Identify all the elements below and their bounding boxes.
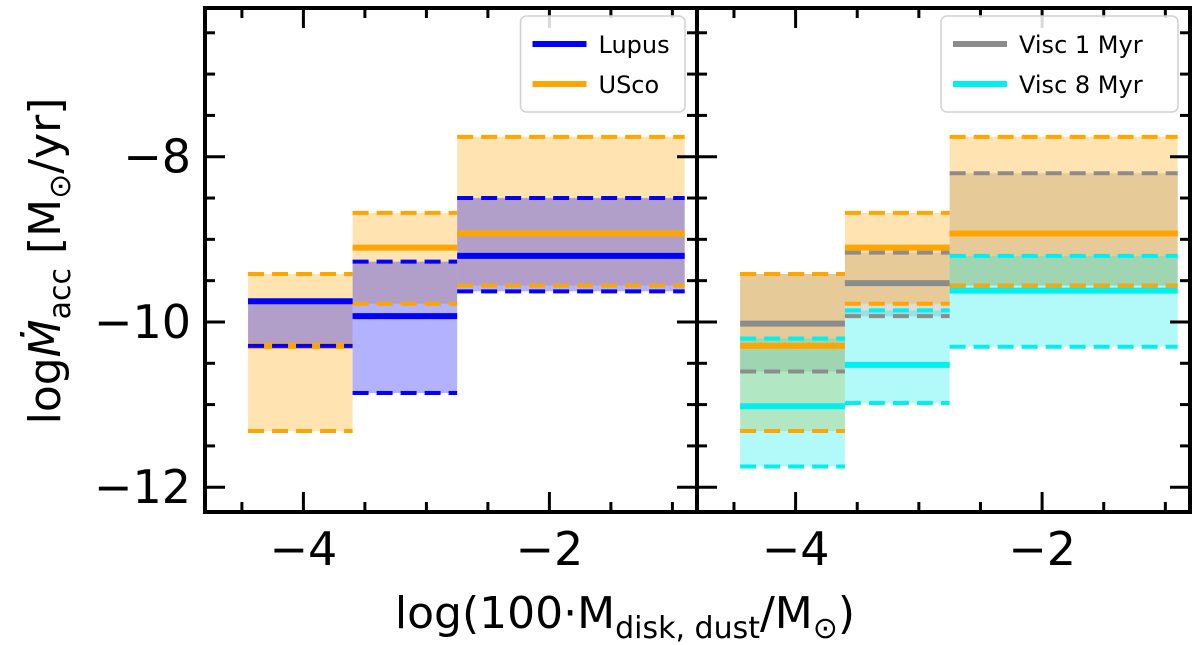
legend-box xyxy=(519,15,686,113)
y-tick-label: −8 xyxy=(123,130,191,184)
x-tick-label: −4 xyxy=(269,522,337,576)
x-axis-label: log(100·Mdisk, dust/M⊙) xyxy=(395,588,855,645)
ticks xyxy=(697,8,1190,512)
y-axis-label: logṀacc [M⊙/yr] xyxy=(19,98,78,425)
usco-range-box-1 xyxy=(352,212,458,304)
axes-frame xyxy=(695,6,1192,514)
visc-8-myr-range-box-1 xyxy=(844,310,950,403)
x-tick-label: −2 xyxy=(1008,522,1076,576)
legend-label: Visc 1 Myr xyxy=(1019,31,1143,59)
x-tick-label: −4 xyxy=(762,522,830,576)
visc-1-myr-range-box-2 xyxy=(949,173,1178,286)
series-lines xyxy=(740,134,1178,469)
usco-range-box-0 xyxy=(248,274,353,432)
legend: Visc 1 Myr Visc 8 Myr xyxy=(940,15,1179,113)
usco-range-box-2 xyxy=(457,136,685,286)
ticks xyxy=(205,8,697,512)
panel-left: −4 −2 −12 −10 −8 Lupus USco xyxy=(94,6,699,576)
legend-label: Visc 8 Myr xyxy=(1019,71,1143,99)
usco-range-box-1 xyxy=(844,212,950,304)
series-fills xyxy=(248,136,685,432)
panel-right: −4 −2 Visc 1 Myr Visc 8 Myr xyxy=(695,6,1192,576)
x-tick-label: −2 xyxy=(515,522,583,576)
lupus-range-box-2 xyxy=(457,198,685,292)
series-lines xyxy=(248,134,685,434)
legend-box xyxy=(940,15,1179,113)
legend-label: USco xyxy=(599,71,660,99)
visc-8-myr-range-box-0 xyxy=(740,338,845,467)
legend-label: Lupus xyxy=(599,31,670,59)
lupus-range-box-0 xyxy=(248,301,353,346)
lupus-range-box-1 xyxy=(352,261,458,394)
y-tick-label: −12 xyxy=(94,460,191,514)
series-fills xyxy=(740,136,1178,467)
legend: Lupus USco xyxy=(519,15,686,113)
visc-8-myr-range-box-2 xyxy=(949,255,1178,347)
usco-range-box-2 xyxy=(949,136,1178,286)
y-tick-label: −10 xyxy=(94,295,191,349)
